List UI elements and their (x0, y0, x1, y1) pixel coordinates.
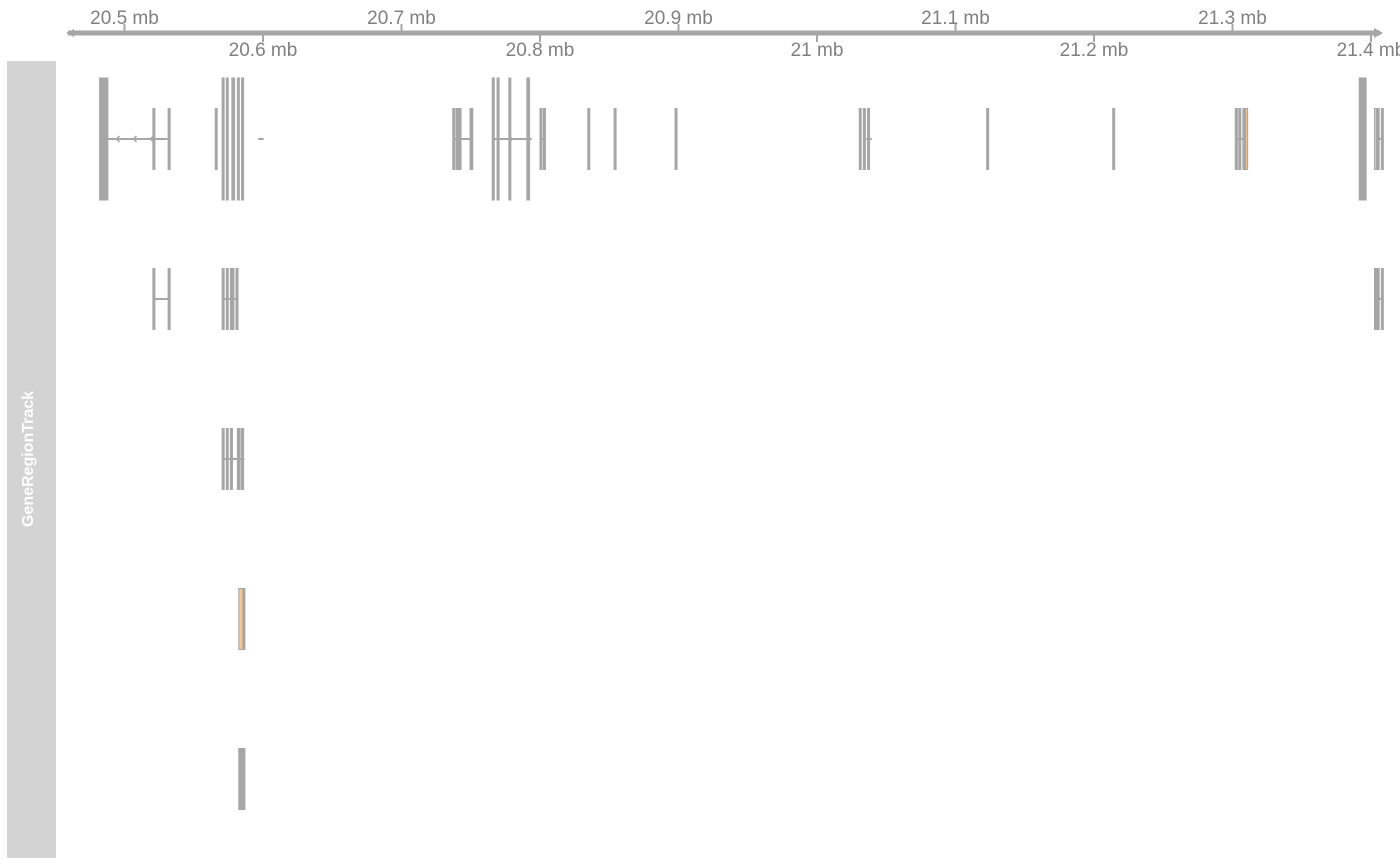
exon (99, 77, 109, 201)
track-row (238, 588, 246, 650)
exon (458, 108, 462, 170)
exon (867, 108, 871, 170)
axis-tick-label-lower: 21 mb (791, 40, 844, 61)
exon (225, 428, 229, 490)
exon-utr (1373, 108, 1377, 170)
transcript (858, 108, 872, 170)
exon (221, 268, 225, 330)
exon (221, 428, 225, 490)
exon (242, 748, 246, 810)
exon (455, 108, 459, 170)
axis-tick-label-lower: 21.2 mb (1060, 40, 1129, 61)
track-row (152, 268, 1384, 330)
exon (167, 268, 171, 330)
strand-arrow (115, 135, 121, 143)
exon (1234, 108, 1238, 170)
exon (1358, 77, 1367, 201)
exon (542, 108, 546, 170)
exon (469, 108, 474, 170)
axis-tick-label-upper: 20.9 mb (644, 8, 713, 29)
transcript (452, 108, 474, 170)
exon (508, 77, 512, 201)
transcript (1373, 268, 1384, 330)
exon (225, 268, 229, 330)
exon-utr (238, 588, 244, 650)
transcript (221, 268, 239, 330)
axis-tick-label-upper: 20.7 mb (367, 8, 436, 29)
genome-axis: 20.5 mb 20.7 mb 20.9 mb 21.1 mb 21.3 mb 20.6 … (66, 8, 1400, 61)
exon (221, 77, 225, 201)
transcript (221, 428, 245, 490)
transcript (539, 108, 546, 170)
exon (152, 268, 156, 330)
exon (241, 428, 245, 490)
exon (1238, 108, 1242, 170)
axis-tick-label-upper: 20.5 mb (90, 8, 159, 29)
exon (241, 77, 245, 201)
exon (1376, 268, 1380, 330)
exon (1376, 108, 1380, 170)
exon (858, 108, 862, 170)
track-title: GeneRegionTrack (20, 391, 37, 527)
transcript (613, 108, 617, 170)
exon-utr (1245, 108, 1249, 170)
exon (986, 108, 990, 170)
axis-left-arrow (66, 29, 74, 37)
axis-tick-label-upper: 21.1 mb (921, 8, 990, 29)
transcript (491, 77, 532, 201)
exon (238, 748, 244, 810)
axis-tick-label-upper: 21.3 mb (1198, 8, 1267, 29)
exon (539, 108, 543, 170)
transcript (1112, 108, 1116, 170)
transcript (587, 108, 591, 170)
exon (229, 268, 235, 330)
exon (236, 77, 240, 201)
exon (1380, 108, 1384, 170)
track-row (99, 77, 1384, 201)
exon (1242, 108, 1246, 170)
exon (1380, 268, 1384, 330)
transcript (1358, 77, 1367, 201)
transcript (238, 748, 246, 810)
transcript (152, 268, 171, 330)
exon (587, 108, 591, 170)
exon (214, 108, 218, 170)
exon (152, 108, 156, 170)
exon (452, 108, 456, 170)
transcript (1373, 108, 1384, 170)
exon (613, 108, 617, 170)
track-title-panel (7, 61, 56, 858)
exon (526, 77, 531, 201)
exon (231, 77, 236, 201)
axis-tick-label-lower: 21.4 mb (1337, 40, 1400, 61)
transcript (986, 108, 990, 170)
strand-arrow (132, 135, 138, 143)
transcript (99, 77, 171, 201)
exon (242, 588, 246, 650)
exon (229, 428, 233, 490)
exon (674, 108, 678, 170)
axis-tick-label-lower: 20.6 mb (229, 40, 298, 61)
track-row (221, 428, 245, 490)
transcript (674, 108, 678, 170)
exon (236, 428, 241, 490)
transcript (214, 77, 264, 201)
axis-right-arrow (1374, 28, 1383, 38)
exon (862, 108, 866, 170)
exon (225, 77, 229, 201)
exon (1373, 268, 1377, 330)
gene-region-track (99, 77, 1384, 810)
transcript (1234, 108, 1249, 170)
exon (491, 77, 495, 201)
exon (167, 108, 171, 170)
track-row (238, 748, 246, 810)
axis-tick-label-lower: 20.8 mb (506, 40, 575, 61)
transcript (238, 588, 246, 650)
exon (496, 77, 500, 201)
exon (1112, 108, 1116, 170)
exon (235, 268, 239, 330)
